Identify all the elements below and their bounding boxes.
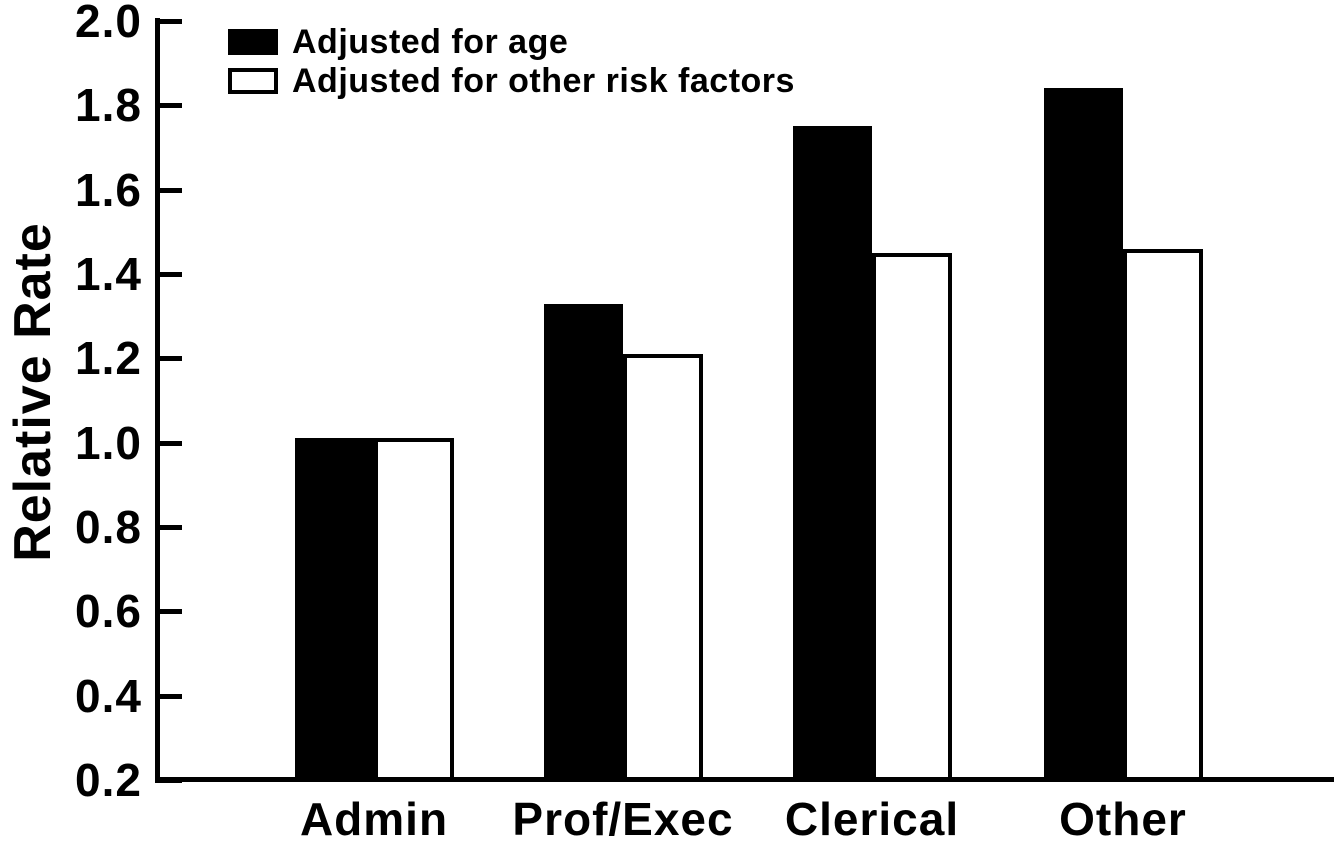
y-tick-label: 0.6 <box>75 585 142 638</box>
y-tick-label: 0.2 <box>75 754 142 806</box>
x-tick-label-clerical: Clerical <box>784 793 960 845</box>
legend-swatch-filled-icon <box>228 29 278 55</box>
y-tick-label: 1.2 <box>75 332 142 385</box>
y-tick-mark <box>155 693 182 699</box>
x-tick-label-other: Other <box>1059 793 1187 845</box>
y-tick-mark <box>155 440 182 446</box>
y-tick-label: 0.4 <box>75 669 142 722</box>
x-axis-line <box>155 777 1334 782</box>
bar-clerical-series-0 <box>793 126 872 782</box>
legend-item-adjusted-for-other-risk-factors: Adjusted for other risk factors <box>228 62 795 100</box>
legend-label-adjusted-for-age: Adjusted for age <box>292 22 569 61</box>
y-tick-mark <box>155 187 182 193</box>
bar-clerical-series-1 <box>872 252 952 782</box>
y-tick-mark <box>155 19 182 24</box>
y-tick-mark <box>155 525 182 530</box>
y-tick-label: 1.0 <box>75 416 142 469</box>
bar-other-series-1 <box>1123 248 1203 782</box>
y-tick-label: 2.0 <box>75 0 142 47</box>
y-tick-label: 1.4 <box>75 248 142 300</box>
y-tick-label: 1.8 <box>75 79 142 132</box>
bar-admin-series-0 <box>295 438 374 782</box>
y-tick-mark <box>155 103 182 109</box>
bar-admin-series-1 <box>374 438 454 782</box>
y-tick-mark <box>155 272 182 277</box>
x-tick-label-admin: Admin <box>299 793 449 845</box>
legend: Adjusted for age Adjusted for other risk… <box>228 23 795 107</box>
bar-prof-exec-series-0 <box>544 303 623 782</box>
y-tick-label: 0.8 <box>75 501 142 553</box>
y-tick-label: 1.6 <box>75 163 142 216</box>
y-tick-mark <box>155 609 182 615</box>
bar-other-series-0 <box>1044 88 1123 782</box>
y-axis-line <box>155 18 160 782</box>
y-tick-mark <box>155 356 182 362</box>
legend-label-adjusted-for-other-risk-factors: Adjusted for other risk factors <box>292 61 795 100</box>
bar-prof-exec-series-1 <box>623 354 703 782</box>
legend-swatch-open-icon <box>228 68 278 94</box>
x-tick-label-prof-exec: Prof/Exec <box>512 793 734 845</box>
legend-item-adjusted-for-age: Adjusted for age <box>228 23 795 61</box>
